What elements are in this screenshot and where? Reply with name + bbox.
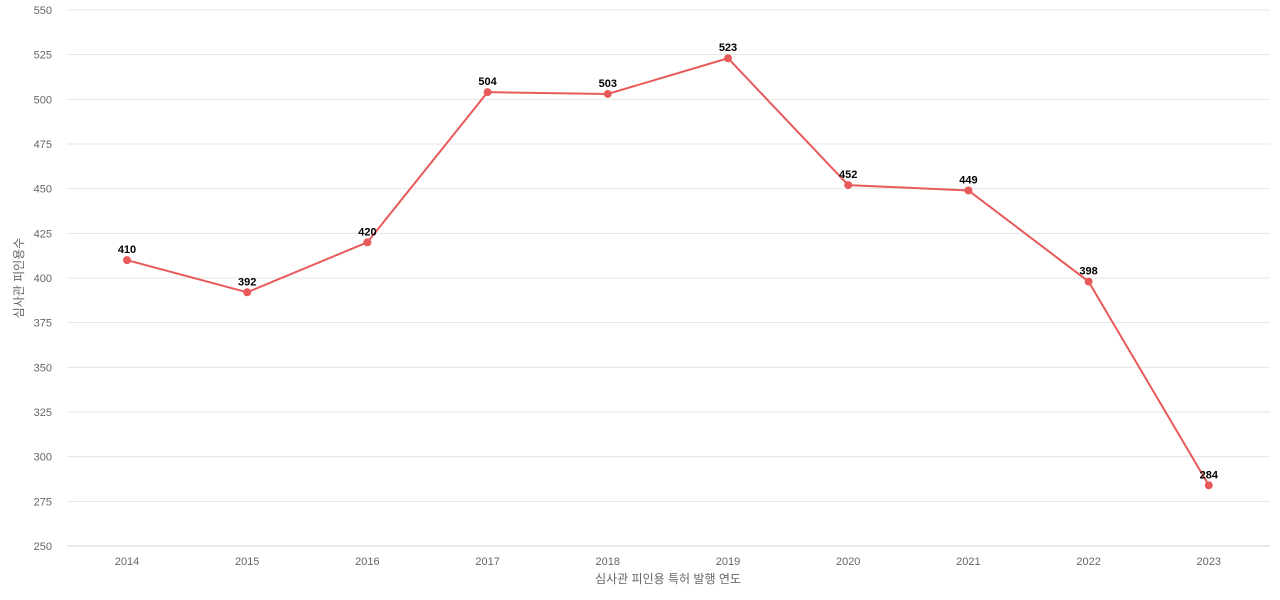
x-tick-label-2020: 2020 xyxy=(836,556,860,568)
y-axis-ticks: 250 275 300 325 350 375 400 425 450 475 500 525 550 xyxy=(34,5,52,553)
data-label-2017: 504 xyxy=(478,76,497,88)
series-group xyxy=(126,57,1210,486)
x-tick-label-2018: 2018 xyxy=(596,556,620,568)
data-point-2018[interactable] xyxy=(603,89,612,98)
gridlines xyxy=(67,9,1270,547)
y-tick-label-400: 400 xyxy=(34,273,52,285)
y-tick-label-525: 525 xyxy=(34,50,52,62)
x-tick-label-2015: 2015 xyxy=(235,556,259,568)
y-tick-label-300: 300 xyxy=(34,452,52,464)
data-point-2014[interactable] xyxy=(123,256,131,265)
data-label-2023: 284 xyxy=(1200,469,1219,481)
y-tick-label-250: 250 xyxy=(34,541,52,553)
x-tick-label-2014: 2014 xyxy=(115,556,139,568)
data-point-2019[interactable] xyxy=(724,54,732,63)
data-label-2020: 452 xyxy=(839,169,857,181)
y-tick-label-375: 375 xyxy=(34,318,52,330)
data-point-2022[interactable] xyxy=(1084,277,1093,286)
y-tick-label-550: 550 xyxy=(34,5,52,17)
data-point-2023[interactable] xyxy=(1204,481,1213,490)
y-tick-label-325: 325 xyxy=(34,407,52,419)
y-tick-label-500: 500 xyxy=(34,94,52,106)
x-axis-title: 심사관 피인용 특허 발행 연도 xyxy=(595,571,741,586)
x-tick-label-2016: 2016 xyxy=(355,556,379,568)
data-point-2017[interactable] xyxy=(483,88,492,97)
y-axis-title: 심사관 피인용수 xyxy=(12,238,26,319)
x-tick-label-2019: 2019 xyxy=(716,556,740,568)
data-label-2018: 503 xyxy=(599,78,617,90)
data-point-2021[interactable] xyxy=(964,186,973,195)
y-tick-label-475: 475 xyxy=(34,139,52,151)
x-tick-label-2022: 2022 xyxy=(1076,556,1100,568)
y-tick-label-275: 275 xyxy=(34,496,52,508)
y-tick-label-425: 425 xyxy=(34,228,52,240)
x-axis-ticks: 2014 2015 2016 2017 2018 2019 2020 2021 2022 2023 xyxy=(115,556,1221,568)
x-tick-label-2021: 2021 xyxy=(956,556,980,568)
data-label-2021: 449 xyxy=(959,174,977,186)
data-label-2014: 410 xyxy=(118,244,136,256)
series-line-0 xyxy=(126,57,1210,486)
x-tick-label-2017: 2017 xyxy=(475,556,499,568)
data-label-2019: 523 xyxy=(719,42,737,54)
data-labels: 410 392 420 504 503 523 452 449 398 284 xyxy=(118,42,1219,481)
data-label-2022: 398 xyxy=(1079,266,1097,278)
data-points xyxy=(123,54,1213,490)
data-point-2015[interactable] xyxy=(243,288,252,297)
data-label-2015: 392 xyxy=(238,276,256,288)
x-tick-label-2023: 2023 xyxy=(1197,556,1221,568)
y-tick-label-350: 350 xyxy=(34,362,52,374)
data-point-2016[interactable] xyxy=(363,238,372,247)
data-point-2020[interactable] xyxy=(844,181,853,190)
y-tick-label-450: 450 xyxy=(34,184,52,196)
data-label-2016: 420 xyxy=(358,226,376,238)
